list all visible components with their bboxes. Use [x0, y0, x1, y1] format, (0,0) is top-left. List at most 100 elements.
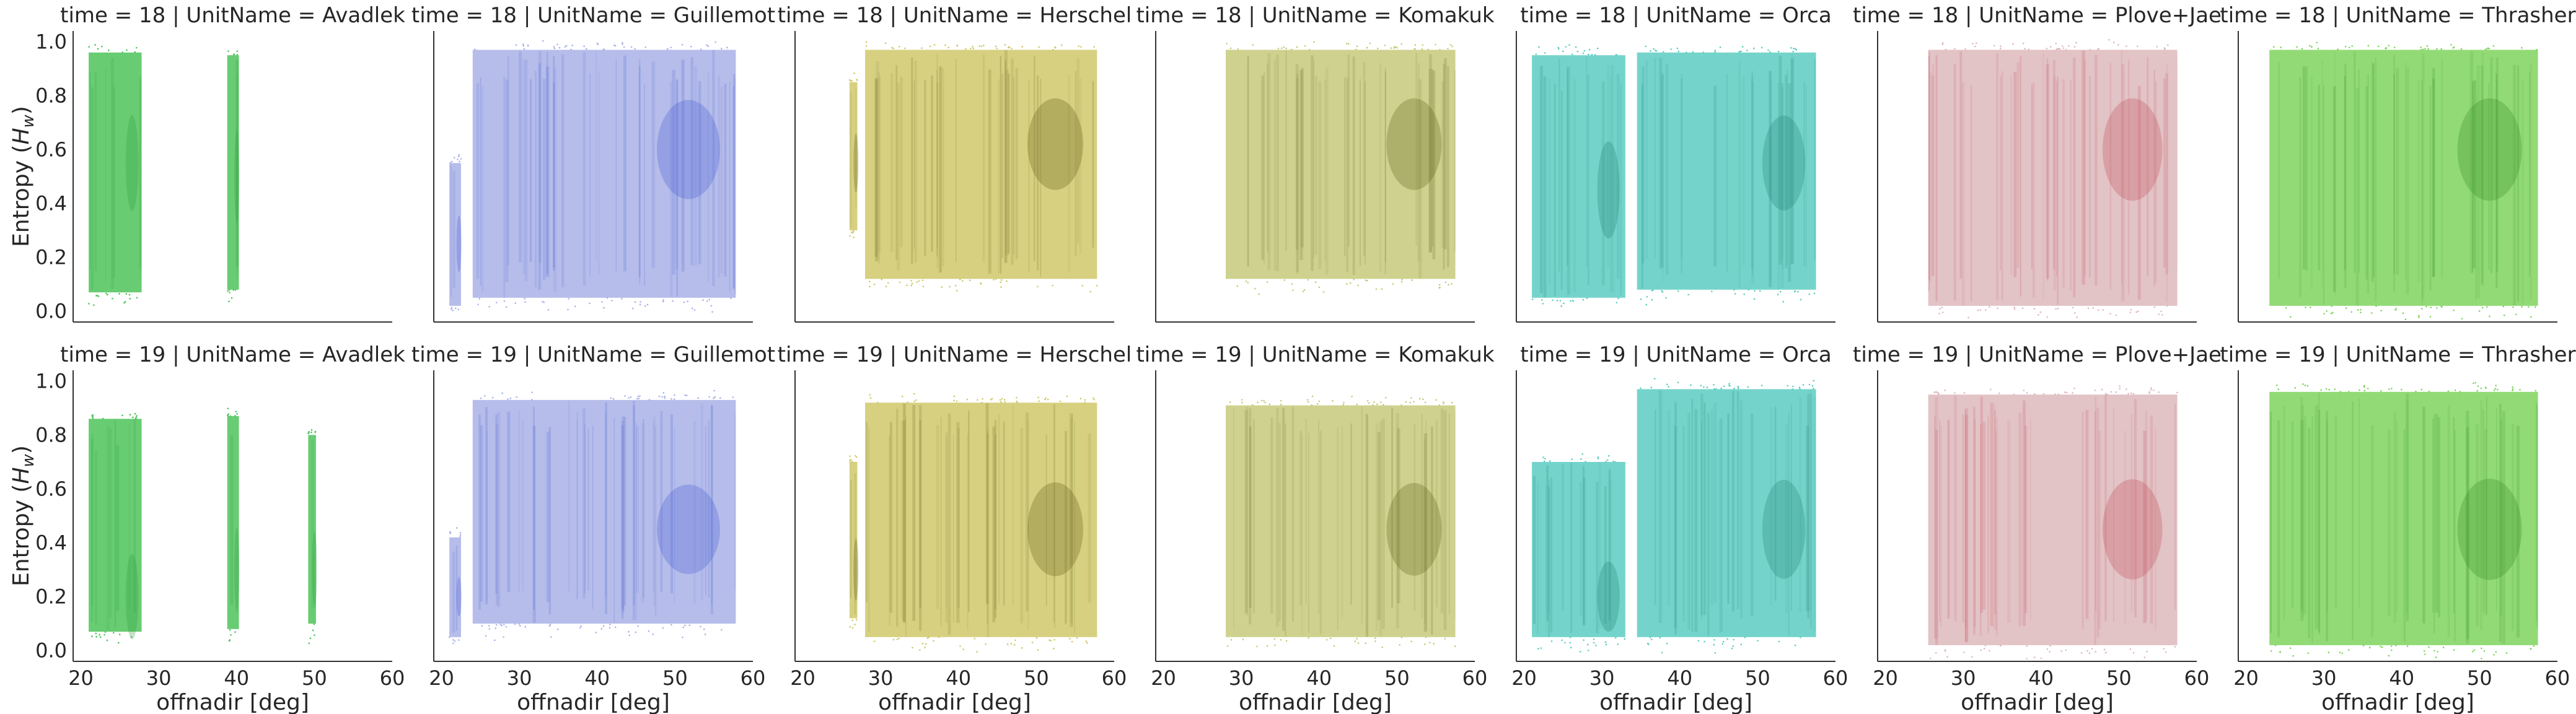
- scatter-point: [1612, 460, 1614, 463]
- scatter-point: [1794, 290, 1796, 292]
- density-core: [1027, 98, 1083, 190]
- band-streak: [1285, 51, 1287, 251]
- band-streak: [644, 84, 646, 286]
- scatter-point: [1808, 383, 1811, 386]
- band-streak: [2344, 63, 2347, 289]
- scatter-point: [1038, 46, 1040, 48]
- band-streak: [2496, 407, 2497, 612]
- band-streak: [1313, 59, 1315, 258]
- scatter-point: [2473, 382, 2474, 385]
- band-streak: [1659, 58, 1663, 269]
- band-streak: [2432, 419, 2434, 613]
- band-streak: [987, 433, 990, 637]
- scatter-point: [2483, 650, 2486, 652]
- scatter-point: [1714, 652, 1717, 654]
- density-core: [234, 527, 240, 612]
- scatter-point: [1624, 638, 1626, 640]
- scatter-point: [1579, 651, 1581, 653]
- scatter-point: [898, 45, 900, 48]
- scatter-point: [2453, 649, 2455, 651]
- scatter-point: [853, 236, 855, 238]
- y-axis-title-sub: w: [19, 453, 38, 467]
- scatter-point: [1964, 48, 1966, 50]
- band-streak: [2516, 425, 2520, 638]
- scatter-point: [2046, 48, 2048, 50]
- scatter-point: [2363, 385, 2365, 387]
- facet-panel: time = 19 | UnitName = Avadlek0.00.20.40…: [35, 342, 405, 714]
- scatter-point: [2425, 305, 2427, 308]
- scatter-point: [2512, 390, 2513, 391]
- band-streak: [1000, 56, 1002, 274]
- band-streak: [874, 79, 878, 257]
- scatter-point: [2428, 646, 2430, 648]
- scatter-point: [865, 45, 868, 47]
- band-streak: [1068, 74, 1070, 273]
- scatter-point: [2371, 312, 2373, 314]
- scatter-point: [2129, 648, 2132, 650]
- band-streak: [1040, 79, 1042, 277]
- band-fill: [865, 403, 1097, 637]
- scatter-point: [700, 625, 701, 628]
- scatter-point: [1564, 642, 1566, 644]
- scatter-point: [2049, 651, 2051, 653]
- band-streak: [111, 58, 114, 289]
- x-tick-label: 20: [1511, 666, 1537, 690]
- scatter-point: [1266, 281, 1268, 283]
- band-streak: [2024, 425, 2028, 613]
- scatter-point: [1061, 44, 1063, 46]
- scatter-point: [597, 43, 599, 45]
- band-streak: [850, 93, 852, 228]
- scatter-point: [907, 401, 908, 403]
- scatter-point: [88, 46, 90, 48]
- scatter-point: [1607, 455, 1610, 457]
- scatter-point: [457, 308, 460, 311]
- band-streak: [903, 403, 906, 623]
- scatter-point: [2519, 389, 2521, 391]
- band-streak: [2002, 71, 2003, 300]
- scatter-point: [674, 394, 675, 396]
- band-streak: [128, 425, 130, 609]
- band-streak: [1707, 412, 1710, 636]
- scatter-point: [1640, 387, 1642, 390]
- scatter-point: [2158, 391, 2160, 393]
- band-streak: [1803, 81, 1806, 266]
- x-tick-label: 40: [946, 666, 971, 690]
- scatter-point: [2385, 47, 2387, 50]
- scatter-point: [1400, 637, 1403, 638]
- panel-title: time = 19 | UnitName = Orca: [1520, 342, 1831, 367]
- band-streak: [1601, 81, 1605, 285]
- scatter-point: [929, 45, 931, 48]
- scatter-point: [97, 295, 100, 297]
- band-streak: [724, 84, 727, 277]
- band-streak: [2375, 58, 2377, 302]
- panel-title: time = 19 | UnitName = Komakuk: [1136, 342, 1494, 367]
- band-streak: [732, 73, 736, 289]
- scatter-point: [1653, 48, 1655, 50]
- scatter-point: [488, 305, 490, 308]
- band-fill: [89, 419, 142, 632]
- scatter-point: [2401, 388, 2402, 391]
- scatter-point: [1053, 638, 1055, 641]
- scatter-point: [1400, 43, 1402, 45]
- scatter-point: [314, 430, 317, 433]
- scatter-point: [887, 282, 889, 284]
- band-streak: [455, 546, 457, 631]
- scatter-point: [2460, 48, 2463, 50]
- band-streak: [1013, 77, 1015, 255]
- band-streak: [584, 424, 586, 593]
- scatter-point: [1383, 404, 1384, 406]
- scatter-point: [2533, 645, 2535, 647]
- scatter-point: [473, 48, 476, 51]
- scatter-point: [854, 624, 856, 625]
- band-streak: [1928, 56, 1930, 292]
- band-streak: [2422, 406, 2425, 624]
- panel-title: time = 19 | UnitName = Herschel: [778, 342, 1132, 367]
- scatter-point: [1542, 303, 1544, 305]
- band-streak: [2403, 429, 2406, 642]
- band-streak: [546, 432, 550, 603]
- band-streak: [2421, 53, 2425, 300]
- scatter-point: [1538, 46, 1540, 48]
- band-streak: [902, 420, 906, 622]
- band-streak: [1987, 415, 1989, 633]
- band-streak: [1586, 56, 1588, 266]
